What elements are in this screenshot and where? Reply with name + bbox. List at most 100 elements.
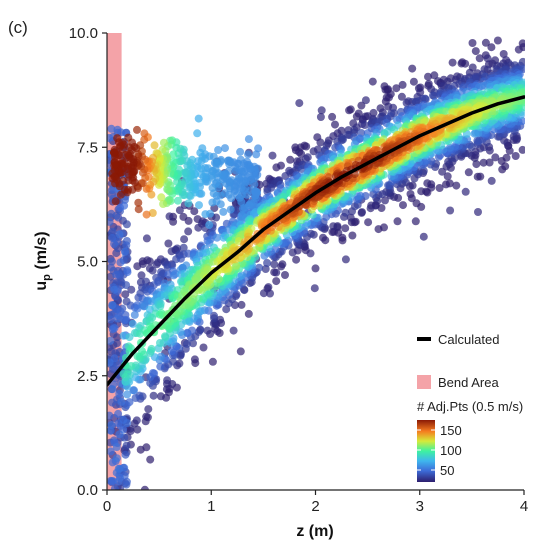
data-point <box>430 71 439 80</box>
data-point <box>122 220 131 229</box>
data-point <box>341 255 350 264</box>
data-point <box>229 326 238 335</box>
data-point <box>254 144 263 153</box>
data-point <box>212 213 221 222</box>
panel-label: (c) <box>8 18 28 37</box>
data-point <box>108 169 117 178</box>
x-tick-label: 1 <box>207 498 215 515</box>
data-point <box>208 198 217 207</box>
data-point <box>514 45 523 54</box>
data-point <box>263 259 272 267</box>
data-point <box>110 148 118 157</box>
data-point <box>122 241 131 250</box>
data-point <box>412 199 421 208</box>
data-point <box>142 234 151 243</box>
legend-bend-swatch <box>417 375 431 389</box>
data-point <box>221 144 229 153</box>
data-point <box>196 325 205 334</box>
data-point <box>277 161 285 170</box>
data-point <box>485 158 494 167</box>
data-point <box>138 347 146 356</box>
data-point <box>487 43 496 52</box>
data-point <box>134 198 143 207</box>
data-point <box>107 447 115 456</box>
data-point <box>115 430 124 439</box>
data-point <box>107 134 114 142</box>
x-tick-label: 0 <box>103 498 111 515</box>
data-point <box>292 255 301 264</box>
data-point <box>244 150 252 159</box>
data-point <box>272 268 281 277</box>
data-point <box>121 290 130 299</box>
data-point <box>111 197 120 206</box>
data-point <box>381 196 389 205</box>
data-point <box>108 325 117 334</box>
data-point <box>408 64 417 73</box>
data-point <box>201 210 210 219</box>
data-point <box>301 154 310 163</box>
data-point <box>107 257 116 266</box>
legend-calculated-label: Calculated <box>438 332 499 347</box>
data-point <box>116 307 125 316</box>
data-point <box>121 247 129 256</box>
data-point <box>435 184 444 192</box>
data-point <box>203 265 212 274</box>
data-point <box>222 305 231 314</box>
data-point <box>107 336 115 345</box>
data-point <box>110 161 119 170</box>
data-point <box>194 114 203 123</box>
data-point <box>176 254 185 263</box>
data-point <box>113 339 121 348</box>
data-point <box>194 223 203 232</box>
data-point <box>184 227 193 236</box>
colorbar-tick-label: 150 <box>440 423 462 438</box>
data-point <box>295 99 304 108</box>
data-point <box>237 300 246 309</box>
data-point <box>157 193 166 202</box>
data-point <box>107 217 114 226</box>
data-point <box>185 183 194 192</box>
data-point <box>125 333 134 342</box>
data-point <box>306 249 315 258</box>
data-point <box>123 390 132 399</box>
data-point <box>272 277 281 286</box>
legend: Calculated Bend Area # Adj.Pts (0.5 m/s)… <box>417 332 523 482</box>
data-point <box>131 394 140 402</box>
data-point <box>140 129 149 138</box>
data-point <box>266 289 274 298</box>
data-point <box>129 386 138 395</box>
data-point <box>446 206 455 215</box>
data-point <box>136 445 145 454</box>
data-point <box>346 213 355 222</box>
data-point <box>311 264 320 273</box>
data-point <box>417 187 426 196</box>
colorbar-tick-label: 100 <box>440 443 462 458</box>
data-point <box>148 266 157 275</box>
data-point <box>322 213 331 221</box>
data-point <box>195 307 204 316</box>
data-point <box>518 145 525 154</box>
data-point <box>317 106 326 115</box>
data-point <box>399 201 407 210</box>
data-point <box>481 38 490 47</box>
data-point <box>127 362 136 370</box>
data-point <box>345 106 354 115</box>
data-point <box>307 229 315 238</box>
data-point <box>419 232 428 241</box>
data-point <box>137 271 146 280</box>
data-point <box>316 113 325 121</box>
data-point <box>219 207 228 216</box>
data-point <box>231 301 239 310</box>
data-point <box>213 233 221 242</box>
data-point <box>442 180 450 189</box>
colorbar-title: # Adj.Pts (0.5 m/s) <box>417 399 523 414</box>
data-point <box>281 271 289 279</box>
data-point <box>341 224 350 233</box>
data-point <box>145 257 154 266</box>
data-point <box>108 227 117 236</box>
data-point <box>132 416 141 425</box>
data-point <box>156 339 164 347</box>
data-point <box>107 263 115 272</box>
data-point <box>108 301 117 309</box>
